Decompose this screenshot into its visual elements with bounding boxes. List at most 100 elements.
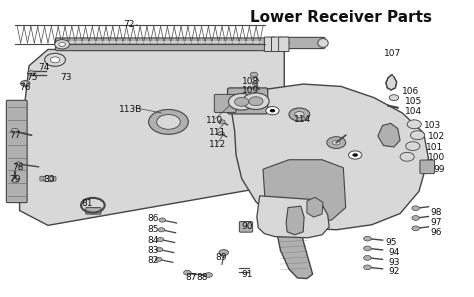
Text: 76: 76 xyxy=(19,83,31,92)
Circle shape xyxy=(412,216,419,220)
Circle shape xyxy=(219,249,228,255)
Text: 94: 94 xyxy=(388,248,400,257)
Polygon shape xyxy=(274,202,313,279)
FancyBboxPatch shape xyxy=(239,222,253,232)
Polygon shape xyxy=(19,50,284,225)
Circle shape xyxy=(156,115,180,129)
Text: 97: 97 xyxy=(431,219,442,228)
Circle shape xyxy=(55,40,70,49)
Circle shape xyxy=(266,107,279,115)
Text: 109: 109 xyxy=(242,86,259,95)
Circle shape xyxy=(218,132,224,136)
Text: 110: 110 xyxy=(206,116,224,125)
Circle shape xyxy=(364,246,371,251)
Ellipse shape xyxy=(280,39,289,48)
FancyBboxPatch shape xyxy=(272,37,282,52)
FancyBboxPatch shape xyxy=(283,37,325,49)
Text: 83: 83 xyxy=(147,246,159,255)
Text: 90: 90 xyxy=(242,222,253,231)
Text: 74: 74 xyxy=(38,63,50,72)
Text: Lower Receiver Parts: Lower Receiver Parts xyxy=(250,10,432,25)
Circle shape xyxy=(43,176,53,181)
Text: 82: 82 xyxy=(147,256,159,265)
Circle shape xyxy=(155,257,162,261)
Circle shape xyxy=(252,82,258,85)
Circle shape xyxy=(228,94,255,110)
Text: 84: 84 xyxy=(147,236,159,245)
Text: 107: 107 xyxy=(383,49,401,59)
Circle shape xyxy=(412,206,419,211)
Text: 108: 108 xyxy=(242,77,259,86)
Polygon shape xyxy=(307,197,323,217)
Circle shape xyxy=(235,97,249,106)
Text: 114: 114 xyxy=(294,115,311,124)
Circle shape xyxy=(295,112,304,117)
Circle shape xyxy=(406,142,420,151)
Circle shape xyxy=(243,93,269,110)
Polygon shape xyxy=(257,196,329,238)
Circle shape xyxy=(250,72,258,77)
Text: 98: 98 xyxy=(431,208,442,217)
Circle shape xyxy=(59,42,65,46)
Text: 102: 102 xyxy=(428,132,446,140)
Text: 103: 103 xyxy=(424,121,441,130)
Text: 89: 89 xyxy=(216,253,227,262)
Ellipse shape xyxy=(318,39,328,48)
Text: 105: 105 xyxy=(405,97,422,106)
Text: 100: 100 xyxy=(428,154,446,162)
Polygon shape xyxy=(386,75,397,90)
Circle shape xyxy=(11,128,18,133)
Circle shape xyxy=(27,71,35,75)
Text: 80: 80 xyxy=(43,175,55,184)
Circle shape xyxy=(157,238,164,242)
Circle shape xyxy=(156,247,163,252)
FancyBboxPatch shape xyxy=(228,88,268,114)
Circle shape xyxy=(270,109,275,113)
Polygon shape xyxy=(378,123,400,147)
Circle shape xyxy=(11,178,18,182)
Circle shape xyxy=(183,270,191,275)
Text: 79: 79 xyxy=(9,175,21,184)
Text: 104: 104 xyxy=(405,107,422,116)
Circle shape xyxy=(20,80,30,86)
Circle shape xyxy=(149,110,188,134)
Circle shape xyxy=(158,228,164,232)
Text: 78: 78 xyxy=(12,163,24,172)
Circle shape xyxy=(327,137,346,148)
Circle shape xyxy=(364,236,371,241)
Text: 106: 106 xyxy=(401,87,419,96)
Circle shape xyxy=(412,226,419,231)
Polygon shape xyxy=(230,84,428,230)
Text: 99: 99 xyxy=(433,165,445,174)
FancyBboxPatch shape xyxy=(86,208,101,214)
Text: 86: 86 xyxy=(147,214,159,223)
FancyBboxPatch shape xyxy=(279,37,289,52)
FancyBboxPatch shape xyxy=(420,160,435,174)
Polygon shape xyxy=(263,160,346,223)
Text: 96: 96 xyxy=(431,228,442,237)
Text: 92: 92 xyxy=(388,267,400,276)
Text: 87: 87 xyxy=(185,273,197,282)
Circle shape xyxy=(15,162,22,166)
Text: 113B: 113B xyxy=(119,105,142,114)
FancyBboxPatch shape xyxy=(40,176,56,181)
Text: 93: 93 xyxy=(388,258,400,267)
Circle shape xyxy=(352,153,358,157)
Text: 91: 91 xyxy=(242,270,253,279)
FancyBboxPatch shape xyxy=(6,100,27,203)
Circle shape xyxy=(400,152,414,161)
Circle shape xyxy=(205,273,212,277)
FancyBboxPatch shape xyxy=(55,38,267,51)
Text: 75: 75 xyxy=(27,73,38,82)
Circle shape xyxy=(407,120,421,129)
Circle shape xyxy=(45,53,65,66)
Circle shape xyxy=(348,151,362,159)
Circle shape xyxy=(50,57,60,63)
Text: 88: 88 xyxy=(197,273,209,282)
Text: 95: 95 xyxy=(386,238,397,247)
Text: 73: 73 xyxy=(60,73,71,82)
Text: 81: 81 xyxy=(81,199,92,208)
Circle shape xyxy=(364,265,371,270)
Polygon shape xyxy=(286,206,304,235)
Text: 111: 111 xyxy=(209,128,226,137)
